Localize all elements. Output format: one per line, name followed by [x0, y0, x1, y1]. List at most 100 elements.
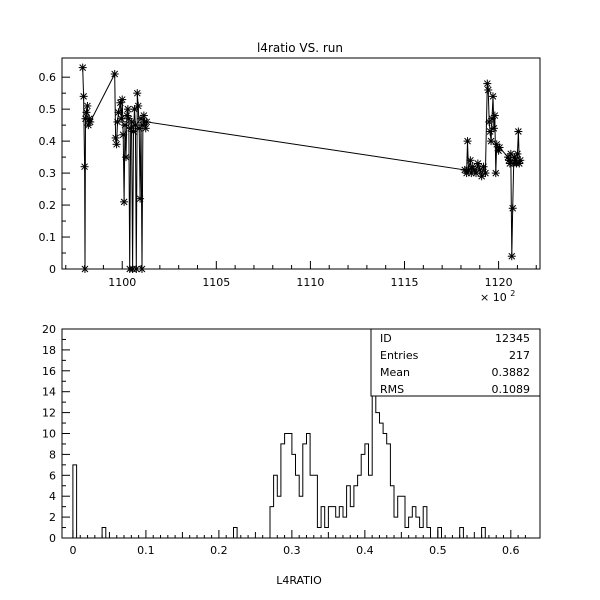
data-point — [137, 265, 146, 273]
data-point — [83, 101, 92, 110]
data-point — [119, 130, 128, 139]
data-point — [121, 121, 130, 130]
l4ratio-histogram-chart: 0 2 4 6 8 10 12 14 16 18 20 0 0.1 0.2 0.3 0.4 0.5 0.6 ID… — [42, 323, 541, 587]
data-point — [123, 105, 132, 114]
stats-box: ID 12345 Entries 217 Mean 0.3882 RMS 0.1089 — [370, 328, 541, 397]
data-point — [479, 162, 488, 171]
stats-label: Mean — [380, 366, 410, 379]
scatter-series — [78, 63, 525, 273]
scatter-title: l4ratio VS. run — [257, 41, 343, 55]
histogram-y-tick-label: 12 — [42, 407, 56, 420]
histogram-y-tick-label: 20 — [42, 323, 56, 336]
data-point — [514, 127, 523, 136]
run-scatter-chart: l4ratio VS. run 0 0.1 0.2 0.3 0.4 0.5 0.6 1100… — [39, 41, 541, 304]
histogram-y-tick-label: 8 — [49, 448, 56, 461]
data-point — [139, 111, 148, 120]
stats-value: 217 — [509, 349, 530, 362]
data-point — [466, 156, 475, 165]
data-point — [134, 101, 143, 110]
stats-label: Entries — [380, 349, 419, 362]
histogram-x-tick-label: 0.2 — [210, 544, 228, 557]
stats-label: RMS — [380, 383, 404, 396]
histogram-y-tick-label: 6 — [49, 469, 56, 482]
data-point — [483, 79, 492, 88]
histogram-outline — [72, 339, 526, 539]
data-point — [80, 162, 89, 171]
histogram-x-axis: 0 0.1 0.2 0.3 0.4 0.5 0.6 — [69, 530, 526, 557]
scatter-y-tick-label: 0.1 — [39, 231, 57, 244]
data-point — [133, 89, 142, 98]
data-point — [495, 143, 504, 152]
data-point — [486, 127, 495, 136]
data-point — [484, 85, 493, 94]
scatter-x-tick-label: 1115 — [391, 276, 419, 289]
data-point — [124, 114, 133, 123]
scatter-y-tick-label: 0.3 — [39, 167, 57, 180]
scatter-y-tick-label: 0 — [49, 263, 56, 276]
data-point — [489, 124, 498, 133]
scatter-y-axis: 0 0.1 0.2 0.3 0.4 0.5 0.6 — [39, 71, 70, 276]
histogram-y-tick-label: 14 — [42, 386, 56, 399]
scatter-x-multiplier-base: × 10 — [480, 291, 507, 304]
data-point — [82, 108, 91, 117]
stats-value: 0.3882 — [492, 366, 531, 379]
scatter-series-line — [82, 67, 521, 270]
data-point — [111, 133, 120, 142]
scatter-x-tick-label: 1110 — [296, 276, 324, 289]
data-point — [121, 153, 130, 162]
histogram-x-tick-label: 0.4 — [356, 544, 374, 557]
histogram-y-tick-label: 10 — [42, 428, 56, 441]
data-point — [110, 69, 119, 78]
histogram-x-label: L4RATIO — [276, 574, 322, 587]
data-point — [118, 95, 127, 104]
data-point — [130, 105, 139, 114]
stats-rows: ID 12345 Entries 217 Mean 0.3882 RMS 0.1089 — [380, 332, 530, 396]
data-point — [136, 194, 145, 203]
data-point — [488, 92, 497, 101]
stats-label: ID — [380, 332, 392, 345]
data-point — [141, 124, 150, 133]
histogram-y-tick-label: 0 — [49, 532, 56, 545]
data-point — [491, 169, 500, 178]
scatter-x-multiplier: × 10 2 — [480, 289, 515, 304]
stats-box-frame — [370, 328, 541, 397]
data-point — [513, 149, 522, 158]
data-point — [490, 111, 499, 120]
histogram-y-axis: 0 2 4 6 8 10 12 14 16 18 20 — [42, 323, 70, 545]
data-point — [508, 204, 517, 213]
data-point — [487, 137, 496, 146]
scatter-x-multiplier-exponent: 2 — [510, 289, 515, 298]
stats-value: 0.1089 — [492, 383, 531, 396]
data-point — [114, 108, 123, 117]
data-point — [79, 92, 88, 101]
scatter-frame — [61, 57, 541, 270]
stats-value: 12345 — [495, 332, 530, 345]
scatter-x-tick-label: 1100 — [108, 276, 136, 289]
data-point — [507, 252, 516, 261]
histogram-y-tick-label: 18 — [42, 344, 56, 357]
scatter-x-tick-label: 1120 — [485, 276, 513, 289]
data-point — [112, 140, 121, 149]
data-point — [473, 159, 482, 168]
histogram-x-tick-label: 0.6 — [502, 544, 520, 557]
histogram-y-tick-label: 2 — [49, 511, 56, 524]
histogram-x-tick-label: 0.3 — [283, 544, 301, 557]
data-point — [120, 197, 129, 206]
histogram-x-tick-label: 0 — [69, 544, 76, 557]
histogram-x-tick-label: 0.1 — [137, 544, 155, 557]
histogram-y-tick-label: 4 — [49, 490, 56, 503]
scatter-y-tick-label: 0.4 — [39, 135, 57, 148]
data-point — [80, 265, 89, 273]
data-point — [516, 156, 525, 165]
data-point — [117, 114, 126, 123]
scatter-x-axis: 1100 1105 1110 1115 1120 — [65, 261, 537, 289]
data-point — [481, 169, 490, 178]
histogram-y-tick-label: 16 — [42, 365, 56, 378]
scatter-y-tick-label: 0.5 — [39, 103, 57, 116]
scatter-x-tick-label: 1105 — [202, 276, 230, 289]
scatter-y-tick-label: 0.2 — [39, 199, 57, 212]
data-point — [129, 127, 138, 136]
data-point — [463, 137, 472, 146]
data-point — [142, 117, 151, 126]
